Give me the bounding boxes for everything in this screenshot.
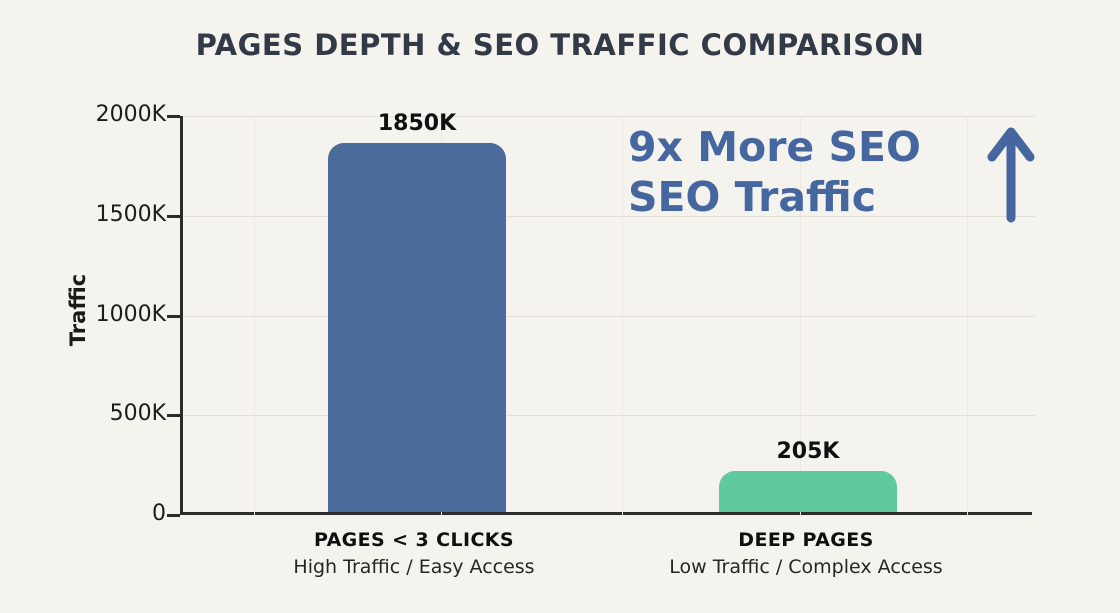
bar-pages-lt-3-clicks	[328, 142, 506, 512]
gridline-horizontal	[183, 215, 1035, 217]
bar-deep-pages	[719, 471, 897, 512]
y-tick-mark	[167, 414, 180, 418]
bar-value-label: 205K	[776, 439, 840, 465]
gridline-horizontal	[183, 415, 1035, 417]
gridline-horizontal	[183, 315, 1035, 317]
x-category-subtitle: Low Traffic / Complex Access	[669, 556, 943, 578]
bar-group-deep-pages: 205K	[719, 113, 897, 512]
y-tick-label: 1500K	[95, 201, 166, 227]
y-tick-mark	[167, 115, 180, 118]
bar-value-label: 1850K	[377, 110, 457, 136]
chart-title: PAGES DEPTH & SEO TRAFFIC COMPARISON	[195, 28, 925, 62]
y-tick-label: 2000K	[95, 102, 166, 127]
x-category-label: DEEP PAGES	[738, 529, 874, 551]
plot-area: 1850K 205K	[180, 110, 1035, 515]
y-tick-mark	[167, 314, 180, 318]
y-tick-label: 1000K	[95, 301, 166, 327]
annotation-line-2: SEO Traffic	[628, 173, 877, 222]
y-tick-mark	[167, 514, 180, 517]
annotation-line-1: 9x More SEO	[628, 123, 921, 171]
arrow-up-icon	[987, 127, 1035, 223]
y-tick-label: 0	[152, 501, 166, 526]
y-tick-label: 500K	[109, 401, 166, 427]
x-category-label: PAGES < 3 CLICKS	[314, 529, 514, 551]
x-category-pages-lt-3-clicks: PAGES < 3 CLICKS High Traffic / Easy Acc…	[204, 529, 624, 578]
bar-group-pages-lt-3-clicks: 1850K	[328, 110, 506, 512]
x-category-subtitle: High Traffic / Easy Access	[293, 556, 535, 578]
gridline-horizontal	[183, 116, 1035, 117]
annotation-text: 9x More SEO SEO Traffic	[628, 122, 921, 222]
x-category-deep-pages: DEEP PAGES Low Traffic / Complex Access	[596, 529, 1016, 578]
y-tick-mark	[167, 214, 180, 218]
